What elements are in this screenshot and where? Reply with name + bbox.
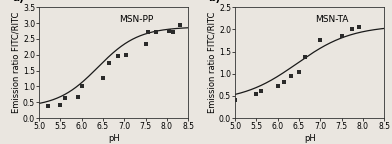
Point xyxy=(349,28,356,31)
Point xyxy=(296,70,302,73)
Point xyxy=(356,26,362,28)
Text: a): a) xyxy=(13,0,24,3)
Text: b): b) xyxy=(209,0,221,3)
Point xyxy=(302,56,309,58)
Point xyxy=(106,61,113,64)
Point xyxy=(62,97,68,100)
Point xyxy=(100,77,106,80)
Point xyxy=(281,80,287,83)
X-axis label: pH: pH xyxy=(108,134,120,143)
Point xyxy=(232,99,238,102)
Point xyxy=(166,30,172,32)
Point xyxy=(275,85,281,87)
Point xyxy=(317,38,323,41)
Point xyxy=(253,93,260,95)
Point xyxy=(142,43,149,45)
Point xyxy=(153,31,160,33)
Point xyxy=(45,105,51,107)
Point xyxy=(74,95,81,98)
Point xyxy=(123,54,130,56)
Point xyxy=(145,31,151,33)
Text: MSN-PP: MSN-PP xyxy=(119,15,153,24)
Point xyxy=(170,31,176,33)
Point xyxy=(57,104,64,106)
X-axis label: pH: pH xyxy=(304,134,316,143)
Point xyxy=(287,75,294,77)
Point xyxy=(258,90,264,93)
Point xyxy=(338,35,345,37)
Y-axis label: Emission ratio FITC/RITC: Emission ratio FITC/RITC xyxy=(11,12,20,113)
Point xyxy=(115,55,121,57)
Point xyxy=(79,85,85,87)
Text: MSN-TA: MSN-TA xyxy=(315,15,349,24)
Point xyxy=(176,24,183,26)
Y-axis label: Emission ratio FITC/RITC: Emission ratio FITC/RITC xyxy=(207,12,216,113)
